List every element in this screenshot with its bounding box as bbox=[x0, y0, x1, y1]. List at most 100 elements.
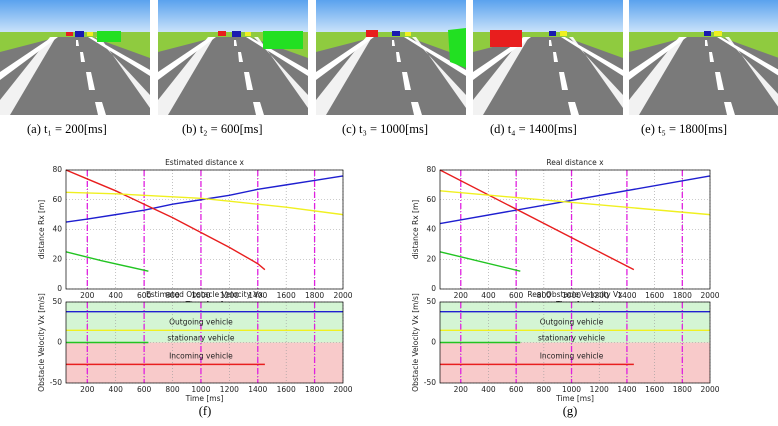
chart-title: Estimated Obstacle Velocity Vx bbox=[146, 290, 264, 299]
x-tick-label: 600 bbox=[509, 385, 524, 394]
x-tick-label: 1200 bbox=[590, 385, 609, 394]
y-tick-label: 0 bbox=[57, 338, 62, 347]
y-tick-label: 50 bbox=[426, 297, 436, 306]
x-tick-label: 200 bbox=[80, 291, 95, 300]
chart-caption: (f) bbox=[199, 404, 212, 418]
x-tick-label: 1200 bbox=[220, 385, 239, 394]
plot-frame bbox=[439, 169, 711, 290]
x-tick-label: 800 bbox=[165, 291, 180, 300]
y-tick-label: -50 bbox=[50, 378, 62, 387]
annotation: Incoming vehicle bbox=[169, 351, 233, 360]
x-tick-label: 400 bbox=[109, 291, 124, 300]
chart: 0 20 40 60 80 200 400 600 800 1000 1200 1400 1600 180… bbox=[411, 158, 720, 418]
y-axis-label: distance Rx [m] bbox=[37, 200, 46, 259]
y-tick-label: 0 bbox=[431, 284, 436, 293]
image-caption: (b) t₂ = 600[ms] bbox=[182, 122, 263, 136]
y-axis-label: distance Rx [m] bbox=[411, 200, 420, 259]
x-tick-label: 1000 bbox=[191, 291, 210, 300]
y-tick-label: 80 bbox=[52, 165, 62, 174]
chart-title: Estimated distance x bbox=[165, 158, 244, 167]
x-tick-label: 1800 bbox=[305, 385, 324, 394]
y-tick-label: 0 bbox=[431, 338, 436, 347]
x-tick-label: 1400 bbox=[617, 291, 636, 300]
road-image bbox=[158, 0, 308, 115]
data-line bbox=[439, 169, 635, 271]
image-caption: (a) t₁ = 200[ms] bbox=[27, 122, 107, 136]
annotation: Outgoing vehicle bbox=[540, 317, 604, 326]
annotation: stationary vehicle bbox=[538, 333, 605, 342]
x-tick-label: 1400 bbox=[248, 385, 267, 394]
x-tick-label: 400 bbox=[109, 385, 124, 394]
chart: 0 20 40 60 80 200 400 600 800 1000 1200 1400 1600 180… bbox=[37, 158, 353, 418]
x-tick-label: 800 bbox=[537, 385, 552, 394]
y-tick-label: 20 bbox=[426, 254, 436, 263]
x-tick-label: 600 bbox=[137, 291, 152, 300]
x-tick-label: 1000 bbox=[562, 385, 581, 394]
x-tick-label: 400 bbox=[481, 385, 496, 394]
x-tick-label: 1200 bbox=[220, 291, 239, 300]
annotation: stationary vehicle bbox=[167, 333, 234, 342]
x-tick-label: 2000 bbox=[333, 385, 352, 394]
chart: -50 0 50 200 400 600 800 1000 1200 1400 1600 1800 20… bbox=[411, 290, 720, 403]
y-tick-label: 60 bbox=[52, 195, 62, 204]
x-tick-label: 1000 bbox=[191, 385, 210, 394]
x-tick-label: 200 bbox=[454, 291, 469, 300]
x-tick-label: 1600 bbox=[645, 291, 664, 300]
y-tick-label: 50 bbox=[52, 297, 62, 306]
band bbox=[440, 302, 710, 343]
x-tick-label: 1800 bbox=[673, 291, 692, 300]
y-tick-label: 80 bbox=[426, 165, 436, 174]
band bbox=[66, 342, 343, 383]
data-line bbox=[439, 175, 711, 225]
x-tick-label: 1800 bbox=[305, 291, 324, 300]
y-tick-label: 0 bbox=[57, 284, 62, 293]
x-tick-label: 1400 bbox=[248, 291, 267, 300]
y-axis-label: Obstacle Velocity Vx [m/s] bbox=[411, 293, 420, 392]
plot-frame bbox=[65, 169, 344, 290]
chart: -50 0 50 200 400 600 800 1000 1200 1400 1600 1800 20… bbox=[37, 290, 353, 403]
image-caption: (e) t₅ = 1800[ms] bbox=[641, 122, 727, 136]
plot-frame bbox=[65, 301, 344, 384]
x-tick-label: 2000 bbox=[333, 291, 352, 300]
y-axis-label: Obstacle Velocity Vx [m/s] bbox=[37, 293, 46, 392]
band bbox=[440, 342, 710, 383]
x-tick-label: 1600 bbox=[277, 291, 296, 300]
x-tick-label: 600 bbox=[137, 385, 152, 394]
data-line bbox=[65, 169, 266, 271]
road-image bbox=[629, 0, 778, 115]
y-tick-label: 60 bbox=[426, 195, 436, 204]
x-axis-label: Time [ms] bbox=[555, 394, 594, 403]
data-line bbox=[65, 191, 344, 216]
y-tick-label: 40 bbox=[426, 225, 436, 234]
x-tick-label: 800 bbox=[537, 291, 552, 300]
x-tick-label: 600 bbox=[509, 291, 524, 300]
data-line bbox=[65, 251, 149, 272]
x-tick-label: 1600 bbox=[645, 385, 664, 394]
x-tick-label: 1400 bbox=[617, 385, 636, 394]
x-tick-label: 1800 bbox=[673, 385, 692, 394]
data-line bbox=[439, 251, 521, 272]
road-image bbox=[0, 0, 150, 115]
x-axis-label: Time [ms] bbox=[185, 394, 224, 403]
road-image bbox=[473, 0, 623, 115]
y-tick-label: 20 bbox=[52, 254, 62, 263]
x-tick-label: 400 bbox=[481, 291, 496, 300]
plot-frame bbox=[439, 301, 711, 384]
x-tick-label: 2000 bbox=[700, 291, 719, 300]
data-line bbox=[439, 190, 711, 216]
x-tick-label: 2000 bbox=[700, 385, 719, 394]
x-tick-label: 1600 bbox=[277, 385, 296, 394]
x-tick-label: 1200 bbox=[590, 291, 609, 300]
image-caption: (d) t₄ = 1400[ms] bbox=[490, 122, 577, 136]
road-image bbox=[316, 0, 466, 115]
chart-title: Real Obstacle Velocity Vx bbox=[527, 290, 623, 299]
x-tick-label: 1000 bbox=[562, 291, 581, 300]
image-caption: (c) t₃ = 1000[ms] bbox=[342, 122, 428, 136]
annotation: Outgoing vehicle bbox=[169, 317, 233, 326]
x-tick-label: 200 bbox=[80, 385, 95, 394]
y-tick-label: 40 bbox=[52, 225, 62, 234]
chart-caption: (g) bbox=[563, 404, 578, 418]
x-tick-label: 800 bbox=[165, 385, 180, 394]
data-line bbox=[65, 175, 344, 223]
